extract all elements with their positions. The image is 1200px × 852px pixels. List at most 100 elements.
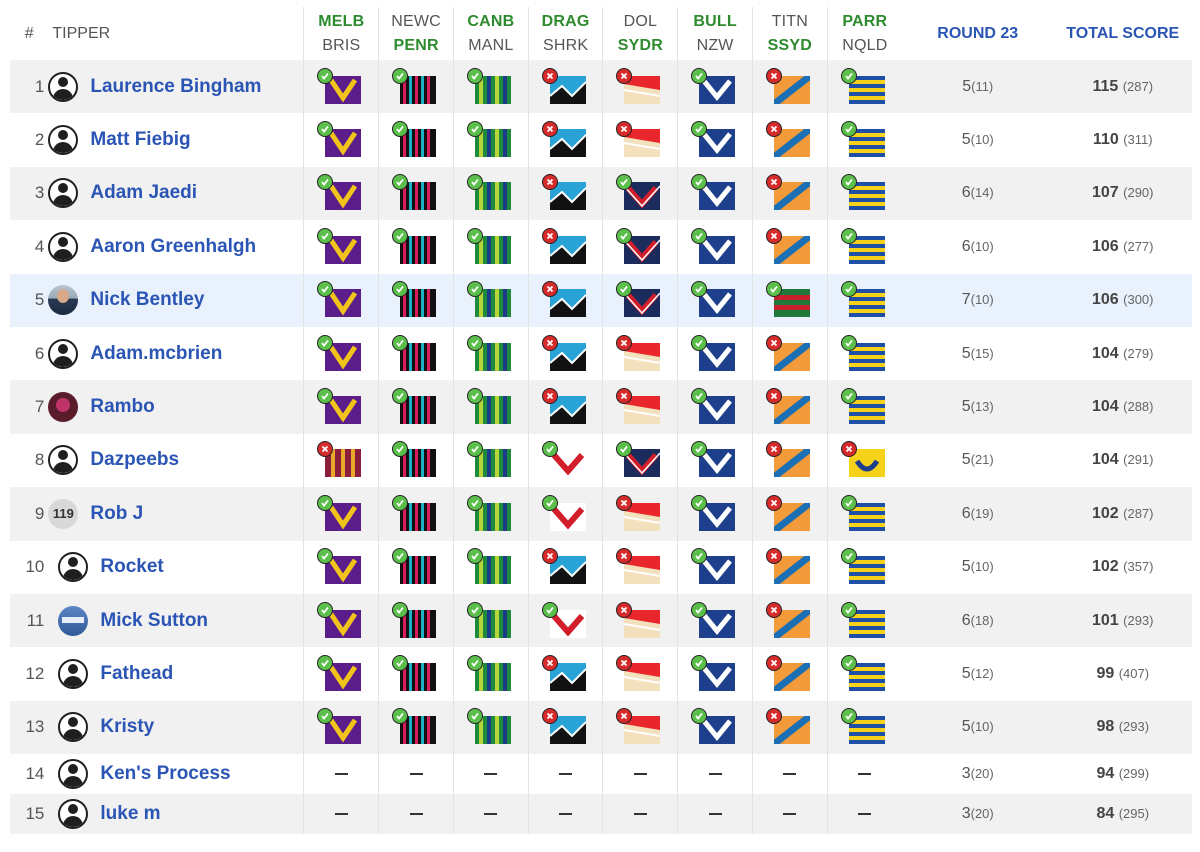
pick-bull-jersey-icon[interactable]	[691, 601, 739, 640]
pick-shrk-jersey-icon[interactable]	[541, 388, 590, 426]
pick-bull-jersey-icon[interactable]	[691, 494, 739, 533]
tipper-name-link[interactable]: Adam Jaedi	[90, 182, 198, 204]
pick-canb-jersey-icon[interactable]	[466, 121, 515, 159]
pick-penr-jersey-icon[interactable]	[392, 548, 440, 586]
tipper-name-link[interactable]: luke m	[100, 803, 161, 825]
table-row[interactable]: 10 Rocket 5(10) 102 (357)	[10, 540, 1192, 594]
tipper-name-link[interactable]: Fathead	[100, 662, 174, 684]
pick-canb-jersey-icon[interactable]	[466, 334, 515, 373]
pick-penr-jersey-icon[interactable]	[392, 708, 440, 746]
tipper-name-link[interactable]: Rambo	[90, 396, 155, 418]
pick-shrk-jersey-icon[interactable]	[541, 67, 590, 106]
table-row[interactable]: 13 Kristy 5(10) 98 (293)	[10, 700, 1192, 755]
pick-drag-jersey-icon[interactable]	[541, 441, 590, 479]
round-header[interactable]: ROUND 23	[937, 24, 1019, 42]
pick-dol-jersey-icon[interactable]	[616, 388, 664, 426]
pick-parr-jersey-icon[interactable]	[840, 281, 889, 319]
pick-dol-jersey-icon[interactable]	[616, 601, 664, 640]
pick-penr-jersey-icon[interactable]	[392, 227, 440, 266]
table-row[interactable]: 5 Nick Bentley 7(10) 106 (300)	[10, 273, 1192, 327]
pick-melb-jersey-icon[interactable]	[317, 334, 365, 373]
pick-parr-jersey-icon[interactable]	[840, 67, 889, 106]
pick-penr-jersey-icon[interactable]	[392, 121, 440, 159]
pick-sydr-jersey-icon[interactable]	[616, 281, 664, 319]
table-row[interactable]: 11 Mick Sutton 6(18) 101 (293)	[10, 593, 1192, 648]
pick-bull-jersey-icon[interactable]	[691, 281, 739, 319]
pick-penr-jersey-icon[interactable]	[392, 441, 440, 479]
pick-bull-jersey-icon[interactable]	[691, 227, 739, 266]
pick-melb-jersey-icon[interactable]	[317, 174, 365, 212]
pick-titn-jersey-icon[interactable]	[765, 67, 814, 106]
table-row[interactable]: 4 Aaron Greenhalgh 6(10) 106 (277)	[10, 220, 1192, 274]
pick-sydr-jersey-icon[interactable]	[616, 174, 664, 212]
tipper-name-link[interactable]: Matt Fiebig	[90, 129, 191, 151]
pick-titn-jersey-icon[interactable]	[765, 121, 814, 159]
table-row[interactable]: 9 119 Rob J 6(19) 102 (287)	[10, 487, 1192, 541]
pick-penr-jersey-icon[interactable]	[392, 67, 440, 106]
pick-titn-jersey-icon[interactable]	[765, 334, 814, 373]
pick-melb-jersey-icon[interactable]	[317, 227, 365, 266]
pick-shrk-jersey-icon[interactable]	[541, 121, 590, 159]
table-row[interactable]: 6 Adam.mcbrien 5(15) 104 (279)	[10, 326, 1192, 381]
pick-dol-jersey-icon[interactable]	[616, 548, 664, 586]
pick-parr-jersey-icon[interactable]	[840, 227, 889, 266]
pick-titn-jersey-icon[interactable]	[765, 441, 814, 479]
pick-canb-jersey-icon[interactable]	[466, 227, 515, 266]
tipper-name-link[interactable]: Adam.mcbrien	[90, 342, 223, 364]
tipper-name-link[interactable]: Dazpeebs	[90, 449, 180, 471]
pick-parr-jersey-icon[interactable]	[840, 708, 889, 746]
tipper-name-link[interactable]: Rocket	[100, 556, 164, 578]
pick-dol-jersey-icon[interactable]	[616, 67, 664, 106]
pick-titn-jersey-icon[interactable]	[765, 601, 814, 640]
pick-shrk-jersey-icon[interactable]	[541, 174, 590, 212]
tipper-name-link[interactable]: Laurence Bingham	[90, 75, 262, 97]
pick-melb-jersey-icon[interactable]	[317, 654, 365, 693]
pick-melb-jersey-icon[interactable]	[317, 494, 365, 533]
total-score-header[interactable]: TOTAL SCORE	[1066, 24, 1180, 42]
pick-melb-jersey-icon[interactable]	[317, 388, 365, 426]
pick-bris-jersey-icon[interactable]	[317, 441, 365, 479]
pick-canb-jersey-icon[interactable]	[466, 281, 515, 319]
pick-titn-jersey-icon[interactable]	[765, 174, 814, 212]
pick-canb-jersey-icon[interactable]	[466, 654, 515, 693]
pick-melb-jersey-icon[interactable]	[317, 121, 365, 159]
pick-titn-jersey-icon[interactable]	[765, 227, 814, 266]
pick-parr-jersey-icon[interactable]	[840, 174, 889, 212]
pick-parr-jersey-icon[interactable]	[840, 334, 889, 373]
table-row[interactable]: 8 Dazpeebs 5(21) 104 (291)	[10, 433, 1192, 488]
table-row[interactable]: 7 Rambo 5(13) 104 (288)	[10, 380, 1192, 434]
pick-dol-jersey-icon[interactable]	[616, 121, 664, 159]
pick-penr-jersey-icon[interactable]	[392, 281, 440, 319]
table-row[interactable]: 1 Laurence Bingham 5(11) 115 (287)	[10, 60, 1192, 114]
pick-bull-jersey-icon[interactable]	[691, 654, 739, 693]
pick-canb-jersey-icon[interactable]	[466, 601, 515, 640]
tipper-name-link[interactable]: Rob J	[90, 502, 144, 524]
pick-parr-jersey-icon[interactable]	[840, 121, 889, 159]
pick-titn-jersey-icon[interactable]	[765, 494, 814, 533]
pick-bull-jersey-icon[interactable]	[691, 174, 739, 212]
pick-bull-jersey-icon[interactable]	[691, 441, 739, 479]
tipper-name-link[interactable]: Nick Bentley	[90, 289, 205, 311]
pick-shrk-jersey-icon[interactable]	[541, 334, 590, 373]
pick-parr-jersey-icon[interactable]	[840, 654, 889, 693]
tipper-name-link[interactable]: Kristy	[100, 716, 155, 738]
pick-melb-jersey-icon[interactable]	[317, 601, 365, 640]
pick-melb-jersey-icon[interactable]	[317, 548, 365, 586]
pick-canb-jersey-icon[interactable]	[466, 441, 515, 479]
pick-penr-jersey-icon[interactable]	[392, 334, 440, 373]
pick-shrk-jersey-icon[interactable]	[541, 227, 590, 266]
tipper-name-link[interactable]: Aaron Greenhalgh	[90, 235, 257, 257]
pick-bull-jersey-icon[interactable]	[691, 708, 739, 746]
pick-penr-jersey-icon[interactable]	[392, 601, 440, 640]
pick-canb-jersey-icon[interactable]	[466, 548, 515, 586]
pick-sydr-jersey-icon[interactable]	[616, 441, 664, 479]
pick-dol-jersey-icon[interactable]	[616, 654, 664, 693]
pick-parr-jersey-icon[interactable]	[840, 601, 889, 640]
pick-shrk-jersey-icon[interactable]	[541, 708, 590, 746]
pick-shrk-jersey-icon[interactable]	[541, 281, 590, 319]
pick-canb-jersey-icon[interactable]	[466, 67, 515, 106]
pick-dol-jersey-icon[interactable]	[616, 708, 664, 746]
pick-canb-jersey-icon[interactable]	[466, 174, 515, 212]
tipper-name-link[interactable]: Ken's Process	[100, 763, 231, 785]
tipper-name-link[interactable]: Mick Sutton	[100, 609, 209, 631]
